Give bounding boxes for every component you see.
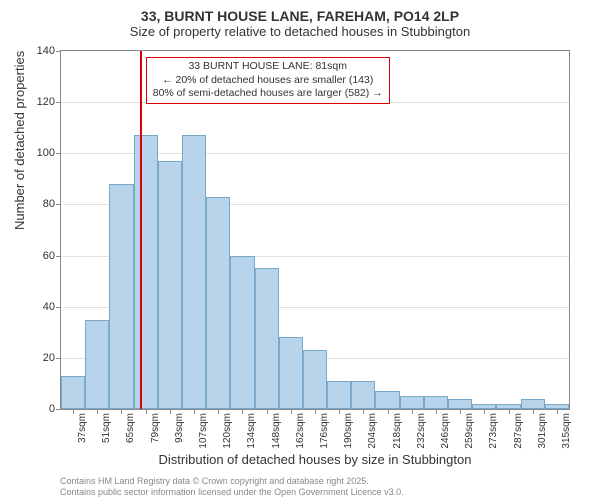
xtick-mark bbox=[436, 409, 437, 414]
xtick-label: 51sqm bbox=[101, 413, 112, 443]
ytick-label: 40 bbox=[43, 301, 61, 313]
xtick-mark bbox=[121, 409, 122, 414]
xtick-mark bbox=[533, 409, 534, 414]
reference-line bbox=[140, 51, 142, 409]
xtick-mark bbox=[267, 409, 268, 414]
xtick-label: 120sqm bbox=[222, 413, 233, 449]
xtick-label: 232sqm bbox=[416, 413, 427, 449]
xtick-mark bbox=[315, 409, 316, 414]
histogram-bar bbox=[400, 396, 424, 409]
footer-line: Contains HM Land Registry data © Crown c… bbox=[60, 476, 404, 487]
xtick-mark bbox=[388, 409, 389, 414]
histogram-bar bbox=[424, 396, 448, 409]
histogram-bar bbox=[109, 184, 133, 409]
xtick-label: 218sqm bbox=[392, 413, 403, 449]
xtick-label: 259sqm bbox=[464, 413, 475, 449]
xtick-label: 148sqm bbox=[271, 413, 282, 449]
chart-container: 33, BURNT HOUSE LANE, FAREHAM, PO14 2LP … bbox=[0, 0, 600, 500]
ytick-label: 20 bbox=[43, 352, 61, 364]
xtick-mark bbox=[557, 409, 558, 414]
chart-subtitle: Size of property relative to detached ho… bbox=[0, 24, 600, 43]
annotation-box: 33 BURNT HOUSE LANE: 81sqm← 20% of detac… bbox=[146, 57, 390, 104]
xtick-mark bbox=[170, 409, 171, 414]
xtick-label: 93sqm bbox=[174, 413, 185, 443]
xtick-mark bbox=[146, 409, 147, 414]
histogram-bar bbox=[230, 256, 254, 409]
histogram-bar bbox=[279, 337, 303, 409]
histogram-bar bbox=[182, 135, 206, 409]
annotation-line: 33 BURNT HOUSE LANE: 81sqm bbox=[153, 60, 383, 74]
xtick-mark bbox=[509, 409, 510, 414]
xtick-label: 65sqm bbox=[125, 413, 136, 443]
ytick-label: 140 bbox=[37, 45, 61, 57]
xtick-label: 246sqm bbox=[440, 413, 451, 449]
histogram-bar bbox=[327, 381, 351, 409]
histogram-bar bbox=[158, 161, 182, 409]
y-axis-label: Number of detached properties bbox=[12, 51, 27, 230]
ytick-label: 80 bbox=[43, 198, 61, 210]
histogram-bar bbox=[255, 268, 279, 409]
xtick-mark bbox=[363, 409, 364, 414]
xtick-mark bbox=[194, 409, 195, 414]
histogram-bar bbox=[134, 135, 158, 409]
xtick-label: 190sqm bbox=[343, 413, 354, 449]
xtick-label: 162sqm bbox=[295, 413, 306, 449]
xtick-label: 204sqm bbox=[367, 413, 378, 449]
xtick-label: 315sqm bbox=[561, 413, 572, 449]
xtick-mark bbox=[339, 409, 340, 414]
xtick-mark bbox=[291, 409, 292, 414]
xtick-mark bbox=[218, 409, 219, 414]
xtick-label: 79sqm bbox=[150, 413, 161, 443]
xtick-mark bbox=[484, 409, 485, 414]
xtick-label: 176sqm bbox=[319, 413, 330, 449]
xtick-mark bbox=[97, 409, 98, 414]
ytick-label: 100 bbox=[37, 147, 61, 159]
xtick-label: 273sqm bbox=[488, 413, 499, 449]
annotation-line: ← 20% of detached houses are smaller (14… bbox=[153, 74, 383, 88]
ytick-label: 60 bbox=[43, 250, 61, 262]
histogram-bar bbox=[85, 320, 109, 410]
ytick-label: 120 bbox=[37, 96, 61, 108]
x-axis-label: Distribution of detached houses by size … bbox=[60, 452, 570, 467]
chart-title: 33, BURNT HOUSE LANE, FAREHAM, PO14 2LP bbox=[0, 0, 600, 24]
histogram-bar bbox=[351, 381, 375, 409]
xtick-label: 107sqm bbox=[198, 413, 209, 449]
xtick-label: 37sqm bbox=[77, 413, 88, 443]
xtick-mark bbox=[412, 409, 413, 414]
xtick-label: 301sqm bbox=[537, 413, 548, 449]
histogram-bar bbox=[303, 350, 327, 409]
histogram-bar bbox=[61, 376, 85, 409]
xtick-mark bbox=[73, 409, 74, 414]
histogram-bar bbox=[448, 399, 472, 409]
annotation-line: 80% of semi-detached houses are larger (… bbox=[153, 87, 383, 101]
xtick-label: 134sqm bbox=[246, 413, 257, 449]
footer-attribution: Contains HM Land Registry data © Crown c… bbox=[60, 476, 404, 498]
histogram-bar bbox=[375, 391, 399, 409]
ytick-label: 0 bbox=[49, 403, 61, 415]
histogram-bar bbox=[521, 399, 545, 409]
xtick-mark bbox=[460, 409, 461, 414]
xtick-mark bbox=[242, 409, 243, 414]
footer-line: Contains public sector information licen… bbox=[60, 487, 404, 498]
histogram-bar bbox=[206, 197, 230, 409]
plot-area: 02040608010012014037sqm51sqm65sqm79sqm93… bbox=[60, 50, 570, 410]
xtick-label: 287sqm bbox=[513, 413, 524, 449]
